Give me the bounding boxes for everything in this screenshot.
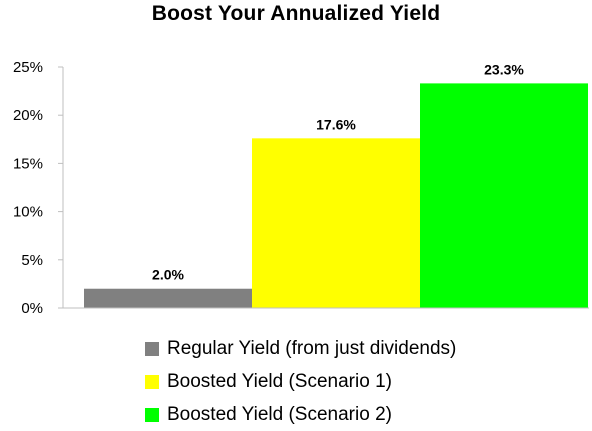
y-axis: 0% 5% 10% 15% 20% 25% (13, 59, 64, 317)
y-tick-label: 20% (13, 107, 43, 124)
y-tick-label: 0% (21, 300, 43, 317)
y-tick-label: 25% (13, 59, 43, 76)
legend-label-boosted-yield-scenario-1: Boosted Yield (Scenario 1) (167, 370, 392, 392)
legend-item-regular-yield: Regular Yield (from just dividends) (145, 332, 456, 365)
y-tick-label: 10% (13, 204, 43, 221)
legend-item-boosted-yield-scenario-1: Boosted Yield (Scenario 1) (145, 365, 456, 398)
bar-regular-yield (84, 288, 252, 308)
chart-title: Boost Your Annualized Yield (151, 2, 441, 25)
legend-item-boosted-yield-scenario-2: Boosted Yield (Scenario 2) (145, 398, 456, 431)
legend-label-regular-yield: Regular Yield (from just dividends) (167, 337, 457, 359)
data-label-regular-yield: 2.0% (152, 267, 184, 283)
y-tick-label: 5% (21, 252, 43, 269)
legend-swatch-boosted-yield-scenario-2 (145, 407, 159, 422)
data-labels: 2.0% 17.6% 23.3% (152, 61, 524, 282)
bar-boosted-yield-scenario-2 (420, 83, 588, 308)
y-tick-label: 15% (13, 155, 43, 172)
bar-boosted-yield-scenario-1 (252, 138, 420, 308)
data-label-boosted-yield-scenario-1: 17.6% (316, 116, 356, 132)
legend-label-boosted-yield-scenario-2: Boosted Yield (Scenario 2) (167, 403, 392, 425)
legend-swatch-regular-yield (145, 341, 159, 356)
bars (84, 83, 588, 308)
legend: Regular Yield (from just dividends) Boos… (145, 332, 456, 431)
legend-swatch-boosted-yield-scenario-1 (145, 374, 159, 389)
data-label-boosted-yield-scenario-2: 23.3% (484, 61, 524, 77)
